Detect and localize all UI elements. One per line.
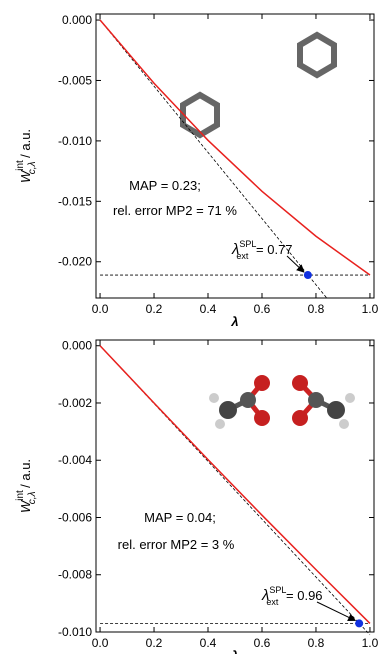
label-sub: ext <box>236 251 249 261</box>
point <box>355 619 363 627</box>
label-text: = 0.96 <box>282 588 322 603</box>
y-tick-label: -0.004 <box>58 453 92 467</box>
y-label-unit: / a.u. <box>18 459 33 492</box>
y-axis-label: Wintc,λ / a.u. <box>15 459 38 513</box>
y-axis-label: Wintc,λ / a.u. <box>15 129 38 183</box>
x-tick-label: 0.8 <box>308 302 325 316</box>
label-sub: ext <box>266 597 279 607</box>
arrow <box>287 256 304 272</box>
x-tick-label: 0.2 <box>146 636 163 650</box>
x-axis-label: λ <box>230 314 238 329</box>
x-tick-label: 0.0 <box>92 636 109 650</box>
y-tick-label: 0.000 <box>62 13 92 27</box>
molecule-image <box>209 375 355 429</box>
y-tick-label: -0.006 <box>58 510 92 524</box>
y-label-sub: c,λ <box>27 161 38 174</box>
dashed-line <box>100 20 327 298</box>
x-tick-label: 0.4 <box>200 636 217 650</box>
annotation: rel. error MP2 = 71 % <box>113 203 237 218</box>
y-tick-label: -0.005 <box>58 73 92 87</box>
x-tick-label: 0.6 <box>254 302 271 316</box>
y-tick-label: -0.020 <box>58 255 92 269</box>
label-text: = 0.77 <box>252 242 292 257</box>
data-line <box>100 346 370 624</box>
annotation: MAP = 0.04; <box>144 510 216 525</box>
x-tick-label: 0.6 <box>254 636 271 650</box>
x-tick-label: 1.0 <box>362 636 379 650</box>
arrow <box>317 602 355 620</box>
data-line <box>100 20 370 275</box>
x-tick-label: 1.0 <box>362 302 379 316</box>
x-axis-label: λ <box>230 648 238 654</box>
figure: 0.000 -0.005 -0.010 -0.015 -0.020 0.0 0.2 0.4 0.… <box>0 0 381 654</box>
y-tick-label: -0.010 <box>58 134 92 148</box>
point <box>304 271 312 279</box>
x-tick-label: 0.8 <box>308 636 325 650</box>
x-tick-label: 0.4 <box>200 302 217 316</box>
plot-frame <box>96 340 374 632</box>
y-tick-label: -0.015 <box>58 194 92 208</box>
y-tick-label: 0.000 <box>62 339 92 353</box>
y-tick-label: -0.008 <box>58 568 92 582</box>
annotation: rel. error MP2 = 3 % <box>118 537 235 552</box>
y-tick-label: -0.010 <box>58 625 92 639</box>
x-tick-label: 0.0 <box>92 302 109 316</box>
y-label-sub: c,λ <box>27 491 38 504</box>
y-label-unit: / a.u. <box>18 129 33 162</box>
y-tick-label: -0.002 <box>58 396 92 410</box>
x-tick-label: 0.2 <box>146 302 163 316</box>
annotation: MAP = 0.23; <box>129 178 201 193</box>
molecule-image <box>183 35 334 135</box>
